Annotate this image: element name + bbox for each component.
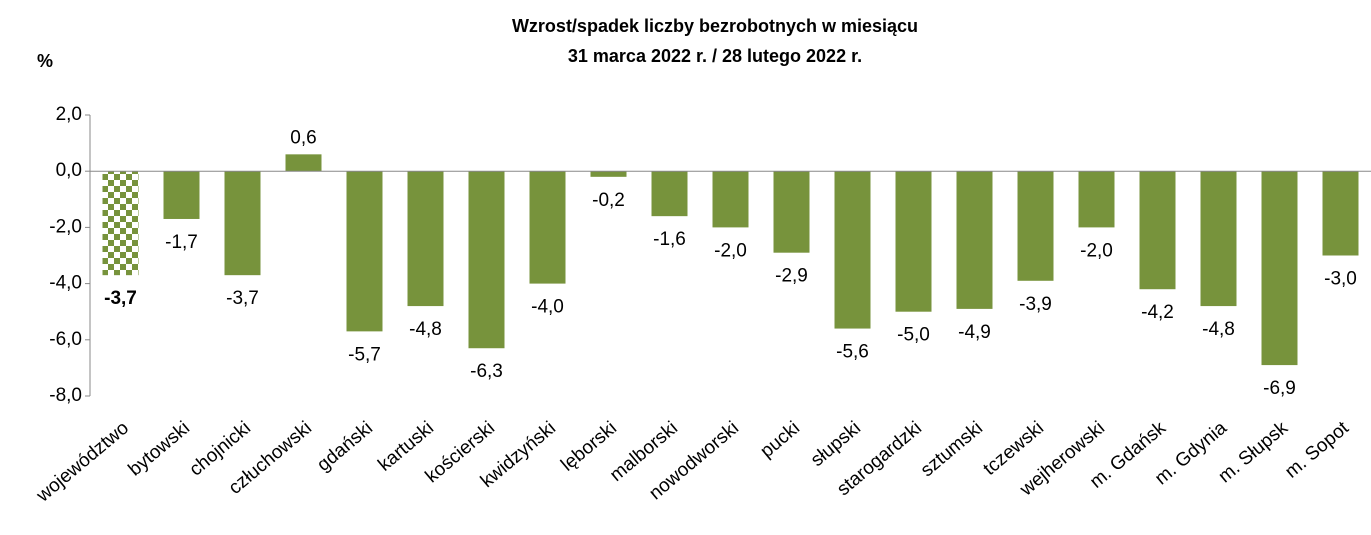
bar <box>285 154 322 172</box>
data-label: 0,6 <box>290 127 316 148</box>
data-label: -1,6 <box>653 229 686 250</box>
data-label: -4,9 <box>958 322 991 343</box>
bar <box>1261 171 1298 366</box>
data-label: -6,3 <box>470 361 503 382</box>
bar <box>468 171 505 349</box>
x-tick-label: m. Sopot <box>1281 417 1353 482</box>
data-label: -2,0 <box>714 240 747 261</box>
bar <box>956 171 993 309</box>
bar <box>1200 171 1237 307</box>
bar <box>529 171 566 284</box>
x-tick-label: m. Słupsk <box>1215 417 1293 487</box>
y-tick-label: -2,0 <box>49 216 82 237</box>
data-label: -3,7 <box>104 288 137 309</box>
x-tick-label: województwo <box>32 418 133 507</box>
chart-title: 31 marca 2022 r. / 28 lutego 2022 r. <box>568 46 862 66</box>
x-tick-label: bytowski <box>125 418 194 481</box>
bar <box>1322 171 1359 256</box>
data-label: -4,8 <box>1202 319 1235 340</box>
data-label: -3,9 <box>1019 294 1052 315</box>
data-label: -2,9 <box>775 266 808 287</box>
data-label: -2,0 <box>1080 240 1113 261</box>
data-label: -1,7 <box>165 232 198 253</box>
data-label: -5,0 <box>897 325 930 346</box>
chart-title: Wzrost/spadek liczby bezrobotnych w mies… <box>512 16 918 36</box>
bar <box>1017 171 1054 281</box>
bar <box>224 171 261 276</box>
bar <box>834 171 871 329</box>
y-tick-label: -8,0 <box>49 385 82 406</box>
x-tick-label: sztumski <box>917 418 987 482</box>
bar <box>102 171 139 276</box>
data-label: -6,9 <box>1263 378 1296 399</box>
bar <box>407 171 444 307</box>
x-tick-label: gdański <box>313 418 377 476</box>
y-tick-label: 2,0 <box>56 104 82 125</box>
bar <box>346 171 383 332</box>
bar <box>163 171 200 219</box>
data-label: -5,6 <box>836 342 869 363</box>
data-label: -3,7 <box>226 288 259 309</box>
data-label: -5,7 <box>348 344 381 365</box>
y-axis-label: % <box>37 51 53 71</box>
data-label: -4,8 <box>409 319 442 340</box>
bar <box>773 171 810 253</box>
bar <box>712 171 749 228</box>
y-tick-label: 0,0 <box>56 160 82 181</box>
bar <box>1078 171 1115 228</box>
bar <box>1139 171 1176 290</box>
data-label: -0,2 <box>592 190 625 211</box>
y-tick-label: -4,0 <box>49 273 82 294</box>
bar <box>895 171 932 312</box>
x-tick-label: słupski <box>807 418 865 471</box>
data-label: -4,2 <box>1141 302 1174 323</box>
data-label: -4,0 <box>531 297 564 318</box>
data-label: -3,0 <box>1324 269 1357 290</box>
bar <box>651 171 688 217</box>
bar <box>590 171 627 177</box>
y-tick-label: -6,0 <box>49 329 82 350</box>
x-tick-label: pucki <box>756 418 803 463</box>
